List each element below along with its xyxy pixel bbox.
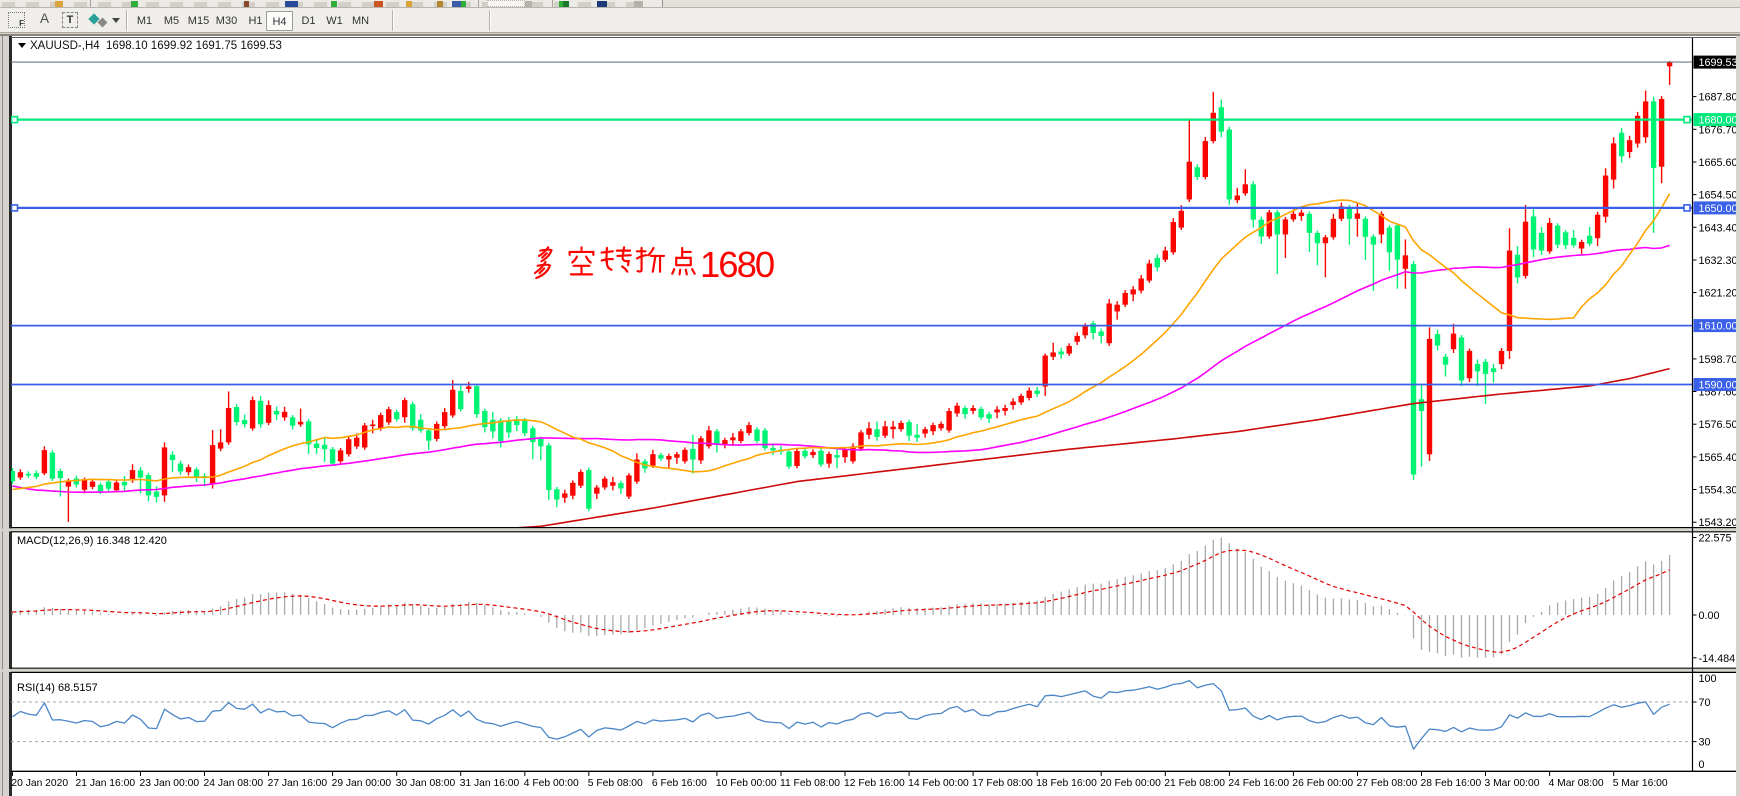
svg-text:RSI(14) 68.5157: RSI(14) 68.5157 (17, 682, 98, 694)
svg-text:30 Jan 08:00: 30 Jan 08:00 (396, 778, 456, 789)
svg-text:27 Feb 08:00: 27 Feb 08:00 (1357, 778, 1418, 789)
svg-text:21 Jan 16:00: 21 Jan 16:00 (76, 778, 136, 789)
svg-text:11 Feb 08:00: 11 Feb 08:00 (780, 778, 840, 789)
svg-text:1665.60: 1665.60 (1699, 157, 1738, 169)
svg-text:6 Feb 16:00: 6 Feb 16:00 (652, 778, 707, 789)
svg-text:1650.00: 1650.00 (1699, 203, 1738, 215)
svg-text:12 Feb 16:00: 12 Feb 16:00 (844, 778, 905, 789)
svg-text:5 Feb 08:00: 5 Feb 08:00 (588, 778, 643, 789)
svg-text:24 Feb 16:00: 24 Feb 16:00 (1228, 778, 1289, 789)
svg-text:0: 0 (1699, 759, 1705, 771)
svg-text:27 Jan 16:00: 27 Jan 16:00 (268, 778, 328, 789)
svg-text:0.00: 0.00 (1699, 610, 1720, 622)
svg-text:1598.70: 1598.70 (1699, 354, 1738, 366)
svg-text:29 Jan 00:00: 29 Jan 00:00 (332, 778, 392, 789)
svg-text:4 Feb 00:00: 4 Feb 00:00 (524, 778, 579, 789)
svg-text:1610.00: 1610.00 (1699, 321, 1738, 333)
svg-text:28 Feb 16:00: 28 Feb 16:00 (1421, 778, 1482, 789)
svg-text:5 Mar 16:00: 5 Mar 16:00 (1613, 778, 1668, 789)
svg-text:22.575: 22.575 (1699, 533, 1732, 545)
svg-text:1676.70: 1676.70 (1699, 124, 1738, 136)
svg-text:1680: 1680 (700, 244, 774, 285)
svg-text:1632.30: 1632.30 (1699, 255, 1738, 267)
svg-text:17 Feb 08:00: 17 Feb 08:00 (972, 778, 1033, 789)
svg-text:XAUUSD-,H4 1698.10 1699.92 16: XAUUSD-,H4 1698.10 1699.92 1691.75 1699.… (30, 40, 282, 52)
svg-text:24 Jan 08:00: 24 Jan 08:00 (204, 778, 264, 789)
svg-text:1621.20: 1621.20 (1699, 288, 1738, 300)
svg-text:1565.40: 1565.40 (1699, 452, 1738, 464)
svg-text:1654.50: 1654.50 (1699, 190, 1738, 202)
svg-text:100: 100 (1699, 673, 1717, 685)
svg-text:-14.484: -14.484 (1699, 653, 1736, 665)
svg-text:1680.00: 1680.00 (1699, 115, 1738, 127)
svg-text:1576.50: 1576.50 (1699, 419, 1738, 431)
svg-text:20 Feb 00:00: 20 Feb 00:00 (1100, 778, 1161, 789)
svg-text:26 Feb 00:00: 26 Feb 00:00 (1292, 778, 1353, 789)
svg-text:1590.00: 1590.00 (1699, 380, 1738, 392)
svg-text:4 Mar 08:00: 4 Mar 08:00 (1549, 778, 1604, 789)
svg-text:21 Feb 08:00: 21 Feb 08:00 (1164, 778, 1225, 789)
svg-text:1543.20: 1543.20 (1699, 517, 1738, 529)
svg-text:18 Feb 16:00: 18 Feb 16:00 (1036, 778, 1097, 789)
svg-text:31 Jan 16:00: 31 Jan 16:00 (460, 778, 520, 789)
svg-text:1699.53: 1699.53 (1699, 57, 1738, 69)
svg-text:70: 70 (1699, 697, 1711, 709)
svg-text:10 Feb 00:00: 10 Feb 00:00 (716, 778, 777, 789)
svg-text:20 Jan 2020: 20 Jan 2020 (11, 778, 68, 789)
svg-text:23 Jan 00:00: 23 Jan 00:00 (140, 778, 200, 789)
svg-text:1643.40: 1643.40 (1699, 222, 1738, 234)
svg-text:MACD(12,26,9) 16.348 12.420: MACD(12,26,9) 16.348 12.420 (17, 535, 167, 547)
svg-text:14 Feb 00:00: 14 Feb 00:00 (908, 778, 969, 789)
svg-text:1687.80: 1687.80 (1699, 92, 1738, 104)
svg-text:1554.30: 1554.30 (1699, 485, 1738, 497)
svg-text:30: 30 (1699, 737, 1711, 749)
svg-text:3 Mar 00:00: 3 Mar 00:00 (1485, 778, 1540, 789)
